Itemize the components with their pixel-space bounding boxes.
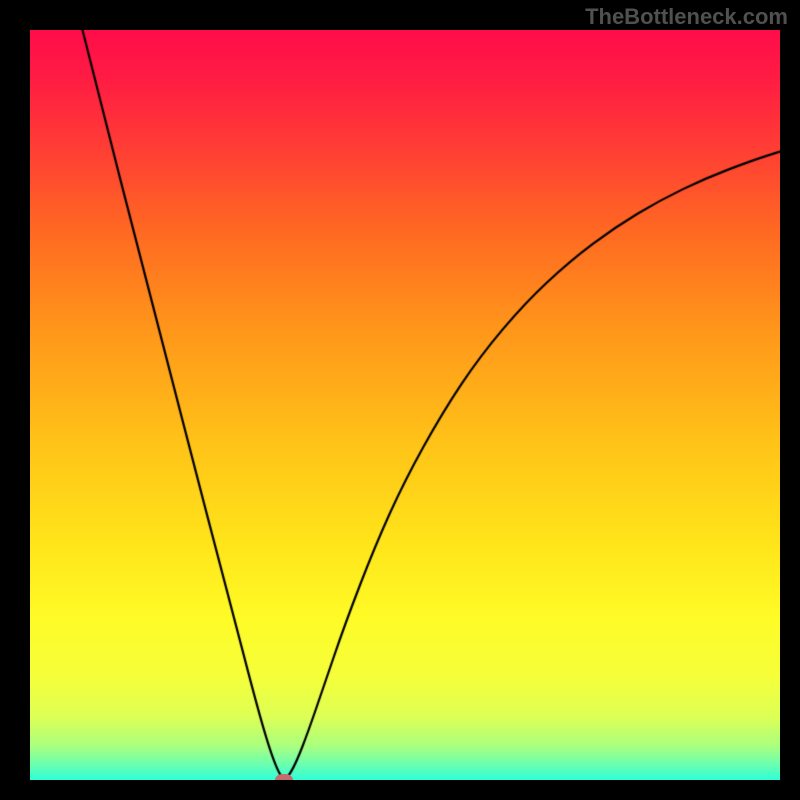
chart-container: TheBottleneck.com xyxy=(0,0,800,800)
plot-area xyxy=(30,30,780,780)
minimum-marker xyxy=(275,774,293,780)
chart-canvas xyxy=(30,30,780,780)
watermark-label: TheBottleneck.com xyxy=(585,4,788,30)
